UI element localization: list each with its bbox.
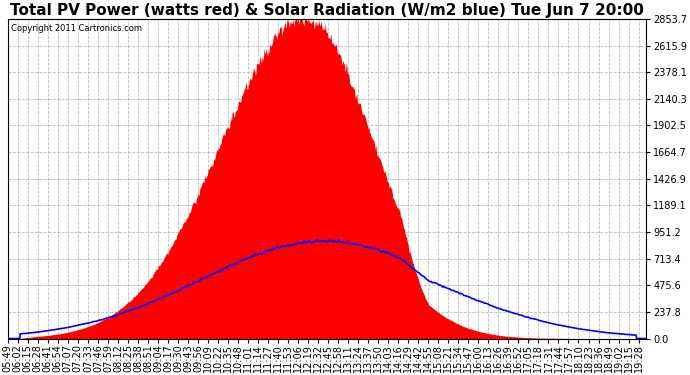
Title: Total PV Power (watts red) & Solar Radiation (W/m2 blue) Tue Jun 7 20:00: Total PV Power (watts red) & Solar Radia… [10, 3, 644, 18]
Text: Copyright 2011 Cartronics.com: Copyright 2011 Cartronics.com [11, 24, 142, 33]
